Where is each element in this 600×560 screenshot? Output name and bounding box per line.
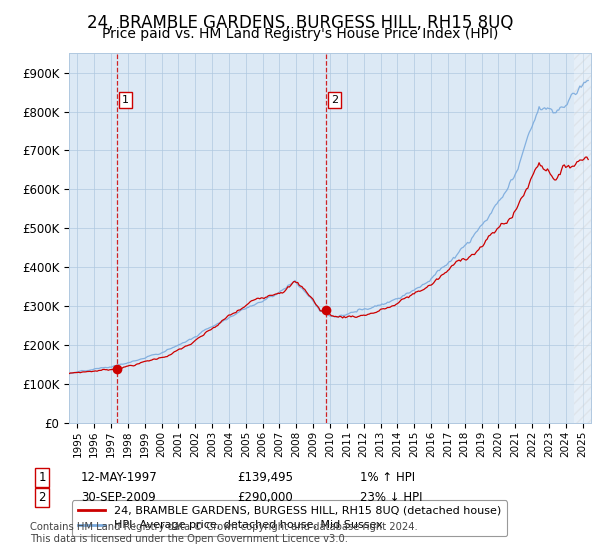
Text: Price paid vs. HM Land Registry's House Price Index (HPI): Price paid vs. HM Land Registry's House … <box>102 27 498 41</box>
Text: 24, BRAMBLE GARDENS, BURGESS HILL, RH15 8UQ: 24, BRAMBLE GARDENS, BURGESS HILL, RH15 … <box>87 14 513 32</box>
Text: 1: 1 <box>122 95 129 105</box>
Text: 12-MAY-1997: 12-MAY-1997 <box>81 470 158 484</box>
Text: 1: 1 <box>38 470 46 484</box>
Text: 2: 2 <box>331 95 338 105</box>
Text: 2: 2 <box>38 491 46 504</box>
Text: 23% ↓ HPI: 23% ↓ HPI <box>360 491 422 504</box>
Text: £139,495: £139,495 <box>237 470 293 484</box>
Legend: 24, BRAMBLE GARDENS, BURGESS HILL, RH15 8UQ (detached house), HPI: Average price: 24, BRAMBLE GARDENS, BURGESS HILL, RH15 … <box>72 501 507 536</box>
Text: £290,000: £290,000 <box>237 491 293 504</box>
Text: 1% ↑ HPI: 1% ↑ HPI <box>360 470 415 484</box>
Text: 30-SEP-2009: 30-SEP-2009 <box>81 491 156 504</box>
Text: Contains HM Land Registry data © Crown copyright and database right 2024.
This d: Contains HM Land Registry data © Crown c… <box>30 522 418 544</box>
Bar <box>574 53 591 423</box>
